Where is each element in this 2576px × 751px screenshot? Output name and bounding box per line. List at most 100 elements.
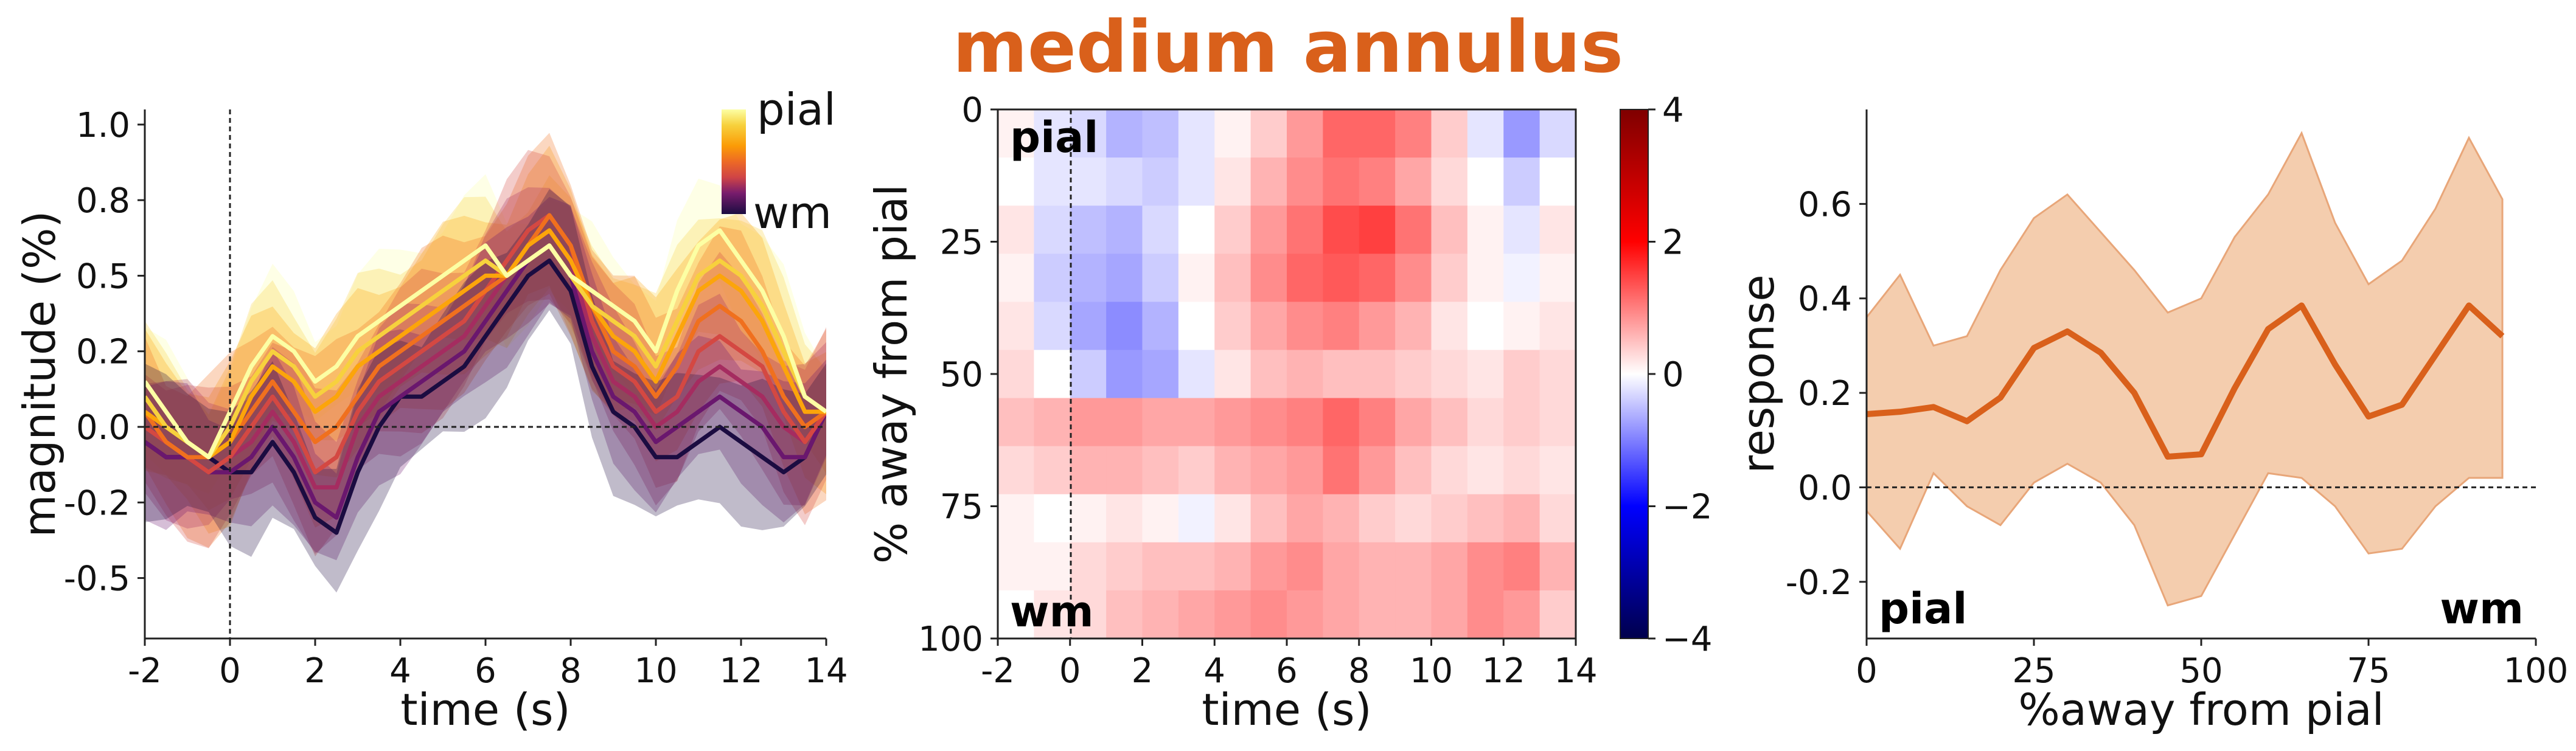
heatmap-cell bbox=[1250, 446, 1287, 495]
timecourse-band bbox=[145, 187, 826, 554]
timecourse-line bbox=[145, 228, 826, 460]
heatmap-cell bbox=[1142, 206, 1179, 254]
colorbar-ticks: 4 2 0 −2 −4 bbox=[1648, 91, 1713, 659]
heatmap-cell bbox=[1106, 157, 1143, 206]
heatmap-cell bbox=[1250, 157, 1287, 206]
heatmap-cell bbox=[1395, 446, 1432, 495]
heatmap-cell bbox=[1431, 302, 1468, 351]
x-tick-label: 100 bbox=[2504, 651, 2569, 691]
heatmap-cell bbox=[1395, 157, 1432, 206]
heatmap-cell bbox=[1467, 206, 1504, 254]
heatmap-cell bbox=[1178, 446, 1215, 495]
heatmap-cell bbox=[1503, 254, 1540, 302]
heatmap-cell bbox=[1431, 398, 1468, 447]
heatmap-cell bbox=[1287, 398, 1323, 447]
heatmap-cell bbox=[1539, 109, 1576, 158]
heatmap-cell bbox=[1395, 542, 1432, 591]
heatmap-cell bbox=[998, 590, 1034, 639]
heatmap-cell bbox=[1467, 302, 1504, 351]
heatmap-cell bbox=[1106, 590, 1143, 639]
heatmap-cell bbox=[1250, 254, 1287, 302]
heatmap-cell bbox=[1178, 206, 1215, 254]
heatmap-cell bbox=[1214, 542, 1251, 591]
timecourse-panel: -2 0 2 4 6 8 10 12 14 1.0 0.8 0.5 0.2 0.0 -0.2 -0.5 ti… bbox=[14, 84, 848, 735]
heatmap-cell bbox=[1070, 157, 1107, 206]
heatmap-cell bbox=[1539, 254, 1576, 302]
heatmap-cell bbox=[1178, 109, 1215, 158]
heatmap-cell bbox=[1214, 206, 1251, 254]
heatmap-cell bbox=[1142, 109, 1179, 158]
heatmap-cell bbox=[1034, 350, 1071, 399]
y-tick-label: 0.2 bbox=[76, 333, 130, 372]
heatmap-cell bbox=[1034, 542, 1071, 591]
x-tick-label: 14 bbox=[1554, 651, 1597, 691]
timecourse-line bbox=[145, 213, 826, 460]
x-tick-label: 8 bbox=[560, 651, 582, 691]
depth-colorbar bbox=[722, 109, 746, 214]
heatmap-cell bbox=[1323, 350, 1360, 399]
timecourse-lines bbox=[145, 213, 826, 535]
heatmap-cell bbox=[1070, 350, 1107, 399]
x-tick-label: 25 bbox=[2012, 651, 2055, 691]
x-ticks: -2 0 2 4 6 8 10 12 14 bbox=[128, 639, 848, 691]
heatmap-cell bbox=[1142, 302, 1179, 351]
y-tick-label: 25 bbox=[940, 223, 983, 263]
heatmap-cell bbox=[1034, 157, 1071, 206]
heatmap-cell bbox=[1178, 157, 1215, 206]
heatmap-cell bbox=[998, 446, 1034, 495]
legend-bottom-label: wm bbox=[753, 187, 832, 238]
heatmap-cell bbox=[1142, 398, 1179, 447]
heatmap-cell bbox=[1287, 302, 1323, 351]
heatmap-cell bbox=[1250, 590, 1287, 639]
heatmap-cell bbox=[1503, 157, 1540, 206]
y-tick-label: 0.0 bbox=[76, 408, 130, 448]
x-tick-label: 2 bbox=[1132, 651, 1154, 691]
heatmap-cell bbox=[1178, 254, 1215, 302]
y-tick-label: 0 bbox=[961, 91, 983, 130]
heatmap-cell bbox=[1395, 494, 1432, 543]
heatmap-cell bbox=[1142, 254, 1179, 302]
heatmap-cell bbox=[1214, 398, 1251, 447]
heatmap-cell bbox=[1431, 590, 1468, 639]
heatmap-cell bbox=[1431, 157, 1468, 206]
y-tick-label: 1.0 bbox=[76, 106, 130, 145]
heatmap-cell bbox=[1431, 446, 1468, 495]
pial-annotation: pial bbox=[1010, 112, 1098, 162]
heatmap-cell bbox=[1034, 398, 1071, 447]
colorbar-tick-label: −4 bbox=[1662, 620, 1713, 659]
heatmap-cell bbox=[1034, 254, 1071, 302]
y-ticks: 0.6 0.4 0.2 0.0 -0.2 bbox=[1786, 185, 1867, 603]
heatmap-cell bbox=[1250, 398, 1287, 447]
heatmap-cell bbox=[1395, 109, 1432, 158]
heatmap-cell bbox=[1539, 206, 1576, 254]
heatmap-cell bbox=[1503, 542, 1540, 591]
heatmap-cell bbox=[1178, 302, 1215, 351]
heatmap-cell bbox=[1503, 350, 1540, 399]
heatmap-cell bbox=[1431, 109, 1468, 158]
heatmap-cell bbox=[1467, 494, 1504, 543]
heatmap-cell bbox=[1214, 302, 1251, 351]
heatmap-cell bbox=[1034, 109, 1071, 158]
heatmap-cell bbox=[1106, 254, 1143, 302]
heatmap-cell bbox=[1359, 542, 1396, 591]
heatmap-cell bbox=[1359, 157, 1396, 206]
heatmap-cell bbox=[1034, 590, 1071, 639]
heatmap-cell bbox=[1250, 542, 1287, 591]
heatmap-cell bbox=[1142, 157, 1179, 206]
heatmap-cell bbox=[1214, 350, 1251, 399]
x-tick-label: 14 bbox=[804, 651, 848, 691]
x-tick-label: 50 bbox=[2179, 651, 2223, 691]
heatmap-cell bbox=[1539, 157, 1576, 206]
x-axis-label: %away from pial bbox=[2018, 684, 2384, 735]
heatmap-cell bbox=[1178, 494, 1215, 543]
heatmap-cell bbox=[1359, 446, 1396, 495]
timecourse-line bbox=[145, 258, 826, 535]
colorbar-tick-label: −2 bbox=[1662, 488, 1713, 527]
y-tick-label: 0.5 bbox=[76, 257, 130, 296]
heatmap-cell bbox=[1214, 494, 1251, 543]
heatmap-cell bbox=[1323, 109, 1360, 158]
heatmap-cell bbox=[1106, 398, 1143, 447]
heatmap-cell bbox=[1323, 206, 1360, 254]
heatmap-cell bbox=[1359, 494, 1396, 543]
heatmap-cell bbox=[1323, 254, 1360, 302]
